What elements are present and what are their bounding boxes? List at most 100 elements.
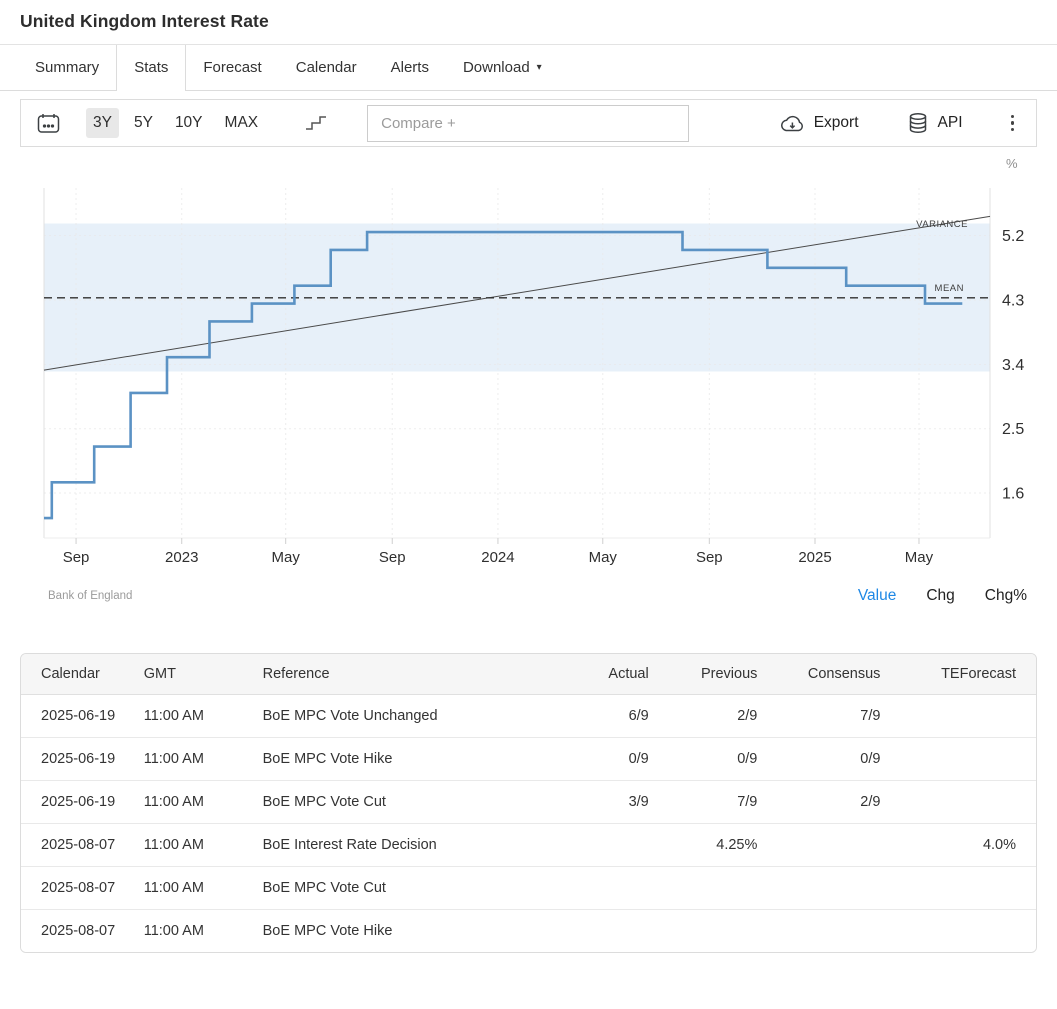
cell-gmt: 11:00 AM [143, 708, 204, 724]
cell-teforecast [892, 780, 1036, 824]
col-header-consensus: Consensus [769, 654, 893, 695]
tab-label: Stats [134, 59, 169, 76]
tab-summary[interactable]: Summary [18, 45, 116, 90]
chart-mode-value[interactable]: Value [857, 587, 897, 604]
chart-mode-chgpct[interactable]: Chg% [984, 587, 1027, 604]
tab-forecast[interactable]: Forecast [186, 45, 278, 90]
cell-gmt: 11:00 AM [131, 909, 251, 952]
col-header-actual: Actual [576, 654, 661, 695]
y-axis-label: 4.3 [1002, 293, 1024, 310]
cell-consensus: 7/9 [860, 708, 881, 724]
cloud-download-icon [780, 115, 803, 131]
cell-gmt: 11:00 AM [131, 866, 251, 910]
range-button-10y[interactable]: 10Y [174, 114, 203, 131]
table-row[interactable]: 2025-06-19 11:00 AM BoE MPC Vote Unchanged… [21, 694, 1036, 738]
chart-toolbar: 3Y 5Y 10Y MAX Export API [20, 99, 1037, 147]
tab-alerts[interactable]: Alerts [374, 45, 446, 90]
col-header-calendar: Calendar [21, 654, 132, 695]
cell-previous: 7/9 [660, 780, 770, 824]
toolbar-right: Export API [779, 111, 1020, 136]
y-axis-label: 3.4 [1002, 357, 1024, 374]
table-row[interactable]: 2025-08-07 11:00 AM BoE Interest Rate Deci… [21, 823, 1036, 867]
x-axis-label: 2024 [481, 549, 514, 566]
table-row[interactable]: 2025-08-07 11:00 AM BoE MPC Vote Cut [21, 866, 1036, 910]
cell-reference: BoE MPC Vote Hike [250, 909, 577, 952]
y-axis-label: 1.6 [1002, 486, 1024, 503]
cell-reference: BoE MPC Vote Cut [250, 866, 577, 910]
api-label: API [937, 114, 963, 131]
calendar-icon[interactable] [37, 113, 60, 134]
range-button-max[interactable]: MAX [224, 114, 259, 131]
cell-consensus [769, 909, 893, 952]
cell-calendar: 2025-06-19 [21, 737, 132, 781]
tab-label: Alerts [390, 59, 429, 76]
cell-actual: 6/9 [628, 708, 649, 724]
table-row[interactable]: 2025-06-19 11:00 AM BoE MPC Vote Cut 3/9 7/9… [21, 780, 1036, 824]
cell-gmt: 11:00 AM [131, 780, 251, 824]
compare-input[interactable] [367, 104, 690, 142]
cell-consensus [769, 866, 893, 910]
more-options-icon[interactable] [1005, 111, 1021, 136]
x-axis-label: Sep [379, 549, 406, 566]
cell-gmt: 11:00 AM [131, 737, 251, 781]
table-header-row: Calendar GMT Reference Actual Previous Consen… [21, 654, 1036, 695]
cell-teforecast [892, 866, 1036, 910]
cell-actual [576, 823, 661, 867]
table-row[interactable]: 2025-06-19 11:00 AM BoE MPC Vote Hike 0/9 0/… [21, 737, 1036, 781]
cell-calendar: 2025-08-07 [21, 909, 132, 952]
cell-consensus: 0/9 [769, 737, 893, 781]
variance-label: VARIANCE [916, 219, 968, 230]
cell-consensus [769, 823, 893, 867]
x-axis-label: Sep [696, 549, 723, 566]
chart-footer: Bank of England Value Chg Chg% [48, 587, 1027, 605]
tab-stats[interactable]: Stats [116, 45, 187, 91]
col-header-gmt: GMT [131, 654, 251, 695]
step-chart-type-icon[interactable] [305, 115, 327, 131]
tab-label: Forecast [203, 59, 262, 76]
chart-area: VARIANCE MEAN% 5.2 4.3 3.4 2.5 1.6 Sep 2023 May Se… [20, 153, 1037, 605]
table-row[interactable]: 2025-08-07 11:00 AM BoE MPC Vote Hike [21, 909, 1036, 952]
cell-actual: 3/9 [576, 780, 661, 824]
x-axis-label: 2023 [165, 549, 198, 566]
cell-actual: 0/9 [576, 737, 661, 781]
range-button-3y[interactable]: 3Y [86, 108, 119, 138]
cell-previous: 0/9 [660, 737, 770, 781]
page-header: United Kingdom Interest Rate [0, 0, 1057, 45]
cell-teforecast [892, 909, 1036, 952]
tab-label: Summary [35, 59, 100, 76]
cell-teforecast [892, 737, 1036, 781]
cell-previous [660, 866, 770, 910]
range-button-5y[interactable]: 5Y [133, 114, 153, 131]
database-icon [909, 112, 926, 134]
api-button[interactable]: API [907, 112, 963, 134]
col-header-reference: Reference [250, 654, 577, 695]
cell-reference: BoE Interest Rate Decision [250, 823, 577, 867]
x-axis-label: 2025 [798, 549, 831, 566]
caret-down-icon: ▾ [536, 62, 542, 73]
chart-mode-toggle: Value Chg Chg% [858, 587, 1027, 605]
tab-download[interactable]: Download ▾ [446, 45, 559, 90]
cell-previous [660, 909, 770, 952]
compare-field-wrap [367, 104, 690, 142]
cell-reference: BoE MPC Vote Cut [250, 780, 577, 824]
tab-bar: Summary Stats Forecast Calendar Alerts Downlo… [0, 45, 1057, 91]
chart-mode-chg[interactable]: Chg [926, 587, 955, 604]
mean-label: MEAN [935, 283, 964, 294]
tab-label: Calendar [295, 59, 357, 76]
cell-gmt: 11:00 AM [131, 823, 251, 867]
x-axis-label: May [272, 549, 301, 566]
x-axis-label: May [589, 549, 618, 566]
trend-line [43, 215, 991, 371]
y-axis-unit: % [1006, 156, 1018, 171]
cell-actual [576, 866, 661, 910]
x-axis-label: May [905, 549, 934, 566]
col-header-previous: Previous [660, 654, 770, 695]
export-button[interactable]: Export [779, 114, 859, 133]
cell-teforecast: 4.0% [892, 823, 1036, 867]
cell-calendar: 2025-08-07 [21, 866, 132, 910]
cell-calendar: 2025-06-19 [21, 780, 132, 824]
chart-source-link[interactable]: Bank of England [48, 590, 133, 602]
y-axis-label: 5.2 [1002, 228, 1024, 245]
y-axis-label: 2.5 [1002, 421, 1024, 438]
tab-calendar[interactable]: Calendar [279, 45, 374, 90]
